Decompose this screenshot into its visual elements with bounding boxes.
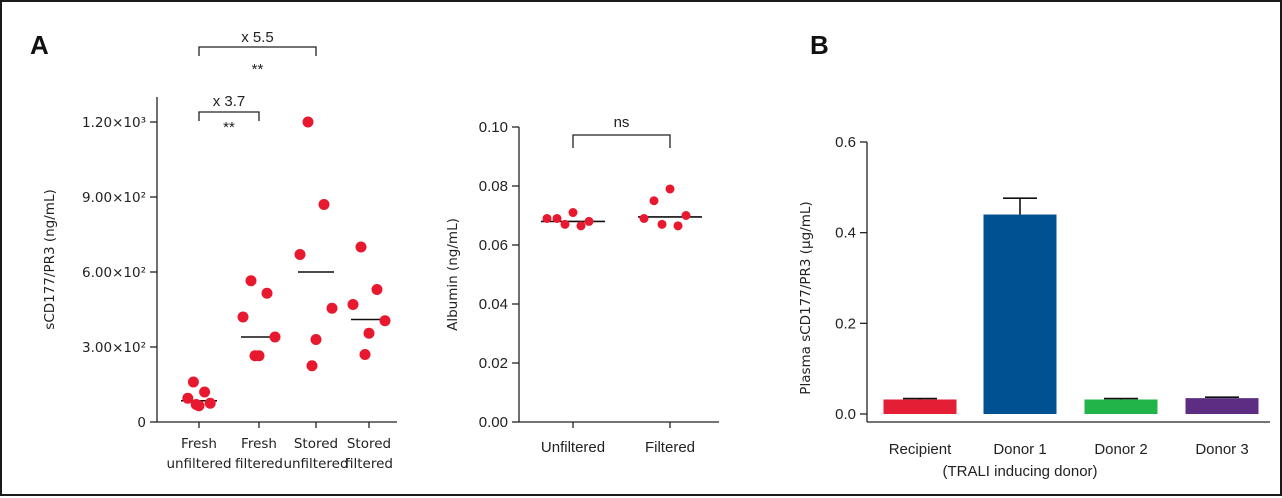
y-tick-label-4: 0.08	[479, 178, 508, 195]
x-tick-label-1-line2: filtered	[235, 456, 283, 472]
chart-sCD177-scatter: 0 3.00×10² 6.00×10² 9.00×10² 1.20×10³ sCD177/…	[42, 29, 397, 472]
data-point-2-4	[310, 334, 322, 345]
data-point-1-5	[249, 350, 261, 362]
y-tick-label-0: 0.00	[479, 414, 508, 431]
data-point-0-0	[187, 376, 199, 388]
x-tick-label-3: Donor 3	[1195, 441, 1248, 458]
bar-2	[1084, 399, 1158, 414]
data-point-0-1	[552, 213, 562, 223]
chart-plasma-bar: 0.0 0.2 0.4 0.6 Plasma sCD177/PR3 (μg/mL) Rec…	[798, 134, 1270, 480]
x-tick-label-2-line2: unfiltered	[283, 456, 348, 472]
data-point-1-1	[649, 196, 659, 206]
chart-albumin-scatter: 0.00 0.02 0.04 0.06 0.08 0.10 Albumin (ng/mL) U…	[445, 114, 719, 456]
y-tick-label-2: 0.4	[835, 225, 856, 242]
x-tick-label-3-line2: filtered	[345, 456, 393, 472]
bracket-label-0: x 5.5	[241, 29, 274, 46]
data-point-1-0	[665, 184, 675, 194]
x-tick-label-1: Donor 1	[993, 441, 1046, 458]
x-tick-label-3-line1: Stored	[347, 436, 391, 452]
x-tick-label-0-line1: Fresh	[181, 436, 217, 452]
data-point-3-5	[359, 349, 371, 360]
x-tick-label-2-line1: Stored	[294, 436, 338, 452]
y-tick-label-3: 9.00×10²	[82, 190, 146, 206]
data-point-2-0	[302, 116, 314, 128]
data-point-1-1	[261, 287, 273, 299]
bar-1	[983, 214, 1057, 414]
data-point-0-1	[199, 386, 211, 398]
x-tick-label-1-line1: Fresh	[241, 436, 277, 452]
y-axis-title: Albumin (ng/mL)	[445, 218, 461, 331]
x-tick-label-2: Donor 2	[1094, 441, 1147, 458]
data-point-0-2	[182, 392, 194, 404]
data-point-0-5	[190, 399, 202, 410]
x-tick-label-0: Recipient	[889, 441, 952, 458]
y-tick-label-2: 0.04	[479, 296, 508, 313]
y-tick-label-3: 0.6	[835, 134, 856, 151]
data-point-2-3	[326, 302, 338, 314]
data-point-1-3	[269, 331, 281, 343]
data-point-2-2	[294, 249, 306, 260]
data-point-1-2	[237, 311, 249, 323]
x-tick-sublabel-1: (TRALI inducing donor)	[942, 463, 1097, 480]
bracket-label-0: ns	[614, 114, 630, 131]
bracket-stars-0: **	[252, 61, 264, 78]
x-tick-label-1: Filtered	[645, 439, 695, 456]
data-point-2-5	[306, 360, 318, 372]
y-tick-label-0: 0.0	[835, 406, 856, 423]
y-axis-title: sCD177/PR3 (ng/mL)	[42, 189, 58, 329]
bar-0	[883, 399, 957, 414]
panel-label-a: A	[30, 30, 49, 60]
y-tick-label-0: 0	[137, 415, 146, 431]
data-point-1-2	[681, 211, 691, 220]
significance-bracket-0	[198, 46, 317, 56]
data-point-1-0	[245, 275, 257, 287]
significance-bracket-1	[198, 111, 260, 121]
y-tick-label-3: 0.06	[479, 237, 508, 254]
data-point-3-4	[363, 327, 375, 339]
y-tick-label-1: 0.02	[479, 355, 508, 372]
bracket-stars-1: **	[223, 119, 235, 136]
data-point-3-1	[371, 284, 383, 295]
y-tick-label-5: 0.10	[479, 119, 508, 136]
data-point-0-2	[584, 216, 594, 226]
data-point-0-5	[576, 221, 586, 231]
panel-label-b: B	[810, 30, 829, 60]
data-point-1-3	[639, 213, 649, 223]
bar-3	[1185, 398, 1259, 414]
significance-bracket-0	[572, 134, 671, 148]
data-point-1-4	[657, 219, 667, 229]
data-point-0-4	[560, 219, 570, 229]
y-axis-title: Plasma sCD177/PR3 (μg/mL)	[798, 201, 814, 394]
data-point-0-0	[568, 208, 578, 218]
data-point-0-3	[204, 397, 216, 409]
data-point-3-3	[379, 315, 391, 327]
data-point-1-5	[673, 221, 683, 231]
x-tick-label-0: Unfiltered	[541, 439, 605, 456]
y-tick-label-1: 3.00×10²	[82, 340, 146, 356]
y-tick-label-1: 0.2	[835, 315, 856, 332]
data-point-3-0	[355, 241, 367, 253]
y-tick-label-4: 1.20×10³	[82, 115, 146, 131]
bracket-label-1: x 3.7	[213, 93, 246, 110]
x-tick-label-0-line2: unfiltered	[166, 456, 231, 472]
data-point-3-2	[347, 299, 359, 310]
y-tick-label-2: 6.00×10²	[82, 265, 146, 281]
data-point-2-1	[318, 199, 330, 210]
data-point-0-3	[542, 213, 552, 223]
